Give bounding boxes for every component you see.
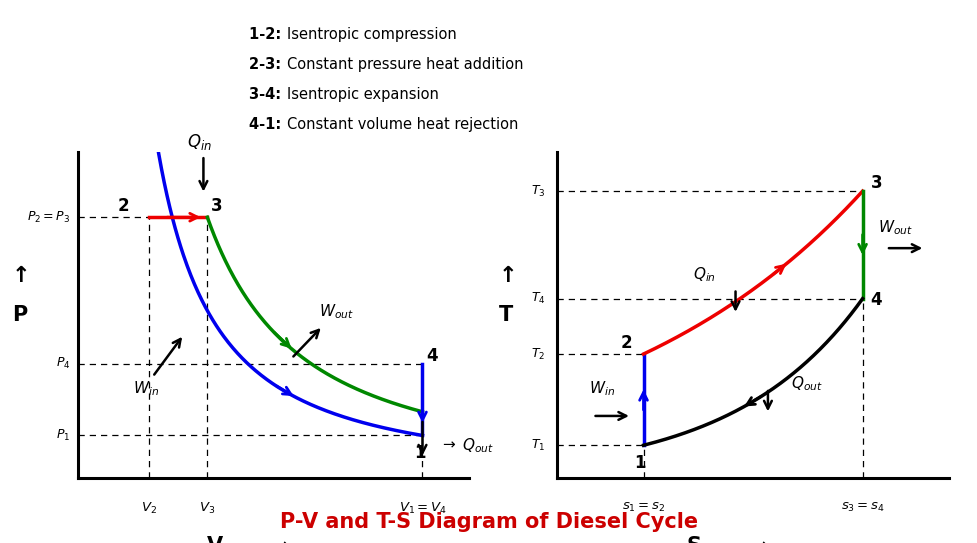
Text: 3: 3 (211, 197, 223, 214)
Text: $Q_{out}$: $Q_{out}$ (461, 436, 493, 454)
Text: ↑: ↑ (498, 266, 517, 286)
Text: P-V and T-S Diagram of Diesel Cycle: P-V and T-S Diagram of Diesel Cycle (279, 512, 698, 532)
Text: 4-1:: 4-1: (249, 117, 286, 132)
Text: T: T (498, 305, 513, 325)
Text: P: P (12, 305, 27, 325)
Text: →: → (442, 438, 454, 453)
Text: $Q_{in}$: $Q_{in}$ (692, 265, 715, 283)
Text: Constant volume heat rejection: Constant volume heat rejection (286, 117, 518, 132)
Text: 3-4:: 3-4: (249, 87, 286, 102)
Text: $T_4$: $T_4$ (531, 291, 545, 306)
Text: ↑: ↑ (12, 266, 30, 286)
Text: 2: 2 (619, 333, 631, 351)
Text: 4: 4 (426, 346, 438, 364)
Text: $V_2$: $V_2$ (141, 501, 156, 516)
Text: S: S (686, 536, 701, 543)
Text: V: V (207, 536, 223, 543)
Text: $V_1 = V_4$: $V_1 = V_4$ (398, 501, 446, 516)
Text: 1-2:: 1-2: (249, 27, 286, 42)
Text: $P_1$: $P_1$ (56, 428, 70, 443)
Text: 3: 3 (870, 174, 881, 192)
Text: $W_{out}$: $W_{out}$ (877, 218, 913, 237)
Text: $Q_{out}$: $Q_{out}$ (790, 374, 823, 393)
Text: Isentropic expansion: Isentropic expansion (286, 87, 438, 102)
Text: $V_3$: $V_3$ (199, 501, 215, 516)
Text: $P_2 = P_3$: $P_2 = P_3$ (27, 210, 70, 225)
Text: $T_1$: $T_1$ (531, 438, 545, 453)
Text: 2: 2 (117, 197, 129, 214)
Text: →: → (752, 536, 768, 543)
Text: →: → (274, 536, 289, 543)
Text: 1: 1 (414, 444, 426, 462)
Text: $Q_{in}$: $Q_{in}$ (187, 132, 212, 152)
Text: $W_{in}$: $W_{in}$ (588, 379, 615, 398)
Text: $s_3 = s_4$: $s_3 = s_4$ (840, 501, 883, 514)
Text: $s_1 = s_2$: $s_1 = s_2$ (621, 501, 664, 514)
Text: 1: 1 (633, 454, 645, 472)
Text: $T_2$: $T_2$ (531, 346, 545, 362)
Text: $W_{out}$: $W_{out}$ (319, 302, 354, 321)
Text: $W_{in}$: $W_{in}$ (133, 379, 159, 398)
Text: $T_3$: $T_3$ (531, 184, 545, 199)
Text: Isentropic compression: Isentropic compression (286, 27, 456, 42)
Text: 2-3:: 2-3: (249, 57, 286, 72)
Text: Constant pressure heat addition: Constant pressure heat addition (286, 57, 523, 72)
Text: $P_4$: $P_4$ (56, 356, 70, 371)
Text: 4: 4 (870, 291, 881, 309)
